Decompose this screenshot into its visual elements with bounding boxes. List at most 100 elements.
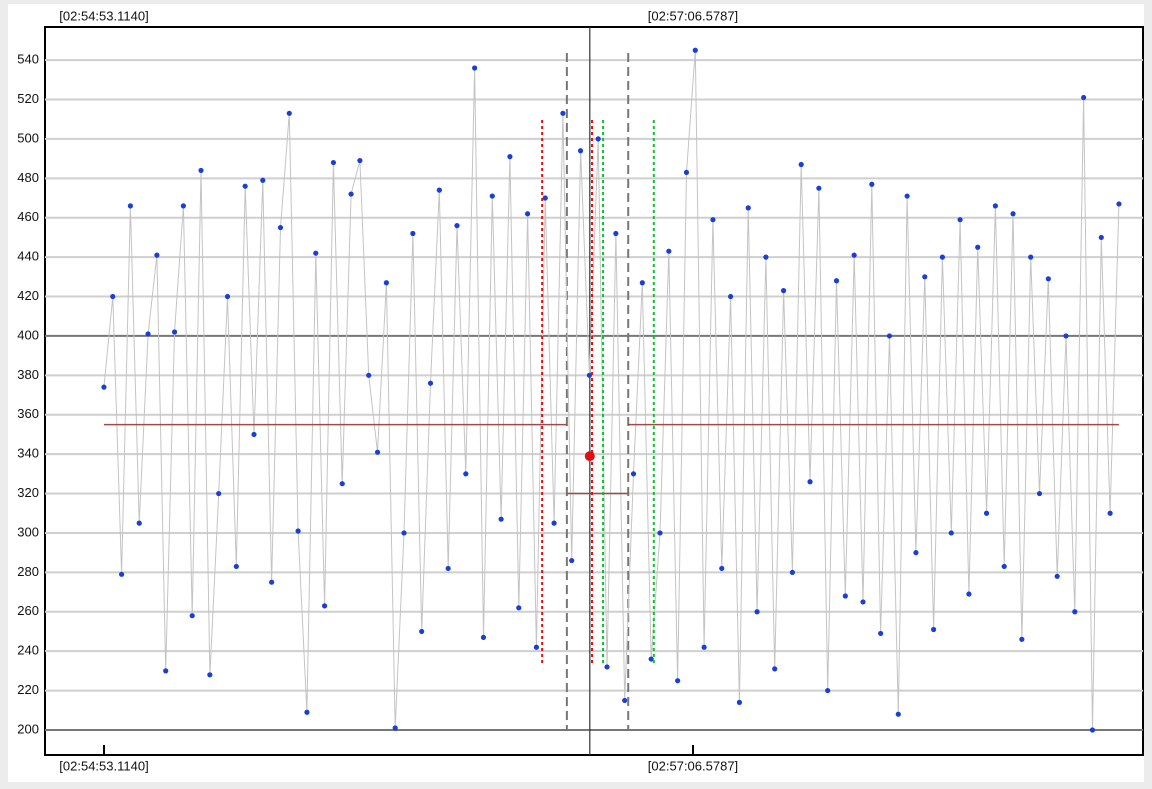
data-point: [163, 668, 169, 674]
data-point: [666, 248, 672, 254]
data-point: [507, 154, 513, 160]
data-point: [604, 664, 610, 670]
data-point: [754, 609, 760, 615]
data-point: [445, 565, 451, 572]
data-point: [260, 177, 266, 183]
data-point: [569, 557, 575, 564]
data-point: [807, 479, 813, 485]
data-point: [948, 530, 954, 536]
data-point: [171, 329, 178, 335]
data-point: [878, 630, 884, 637]
data-point: [551, 520, 557, 526]
data-point: [533, 644, 540, 650]
data-point: [1045, 276, 1051, 282]
y-tick-label: 240: [17, 643, 39, 658]
data-point: [480, 634, 487, 640]
y-tick-label: 280: [17, 564, 39, 579]
data-point: [895, 711, 901, 717]
data-point: [207, 672, 213, 678]
plot-area: [44, 26, 1144, 756]
data-point: [869, 181, 875, 187]
data-point: [357, 157, 363, 164]
data-point: [110, 293, 116, 300]
data-point: [1063, 333, 1069, 339]
data-point: [472, 65, 478, 71]
data-point: [692, 47, 698, 53]
data-point: [851, 252, 857, 258]
data-point: [401, 530, 407, 536]
data-point: [118, 571, 125, 577]
y-tick-label: 320: [17, 485, 39, 500]
x-tick-label-bottom: [02:54:53.1140]: [59, 758, 148, 773]
data-point: [419, 628, 425, 635]
data-point: [789, 569, 795, 575]
data-point: [904, 193, 910, 199]
data-point: [216, 490, 222, 497]
data-point: [648, 656, 654, 662]
data-point: [136, 520, 142, 526]
data-point: [321, 603, 328, 609]
data-point: [798, 161, 804, 168]
data-point: [1010, 211, 1016, 217]
y-tick-label: 520: [17, 91, 39, 106]
data-point: [339, 481, 345, 487]
data-point: [719, 565, 725, 572]
x-tick-label-bottom: [02:57:06.5787]: [648, 758, 738, 773]
data-point: [886, 333, 893, 339]
data-point: [233, 563, 239, 570]
data-point: [939, 254, 946, 260]
y-tick-label: 500: [17, 130, 39, 145]
y-tick-label: 400: [17, 327, 39, 342]
data-point: [657, 530, 663, 536]
data-point: [427, 380, 434, 386]
y-tick-label: 360: [17, 406, 39, 421]
data-point: [392, 725, 398, 731]
data-point: [772, 666, 778, 672]
data-point: [780, 288, 787, 294]
series-line: [103, 50, 1120, 731]
data-point: [489, 193, 495, 199]
data-point: [816, 185, 822, 191]
data-point: [295, 528, 301, 534]
data-point: [145, 331, 151, 337]
data-point: [366, 372, 372, 378]
data-point: [595, 136, 601, 142]
y-tick-label: 460: [17, 209, 39, 224]
data-point: [975, 244, 981, 250]
data-point: [154, 252, 160, 258]
y-tick-label: 420: [17, 288, 39, 303]
data-point: [127, 203, 134, 209]
data-point: [1072, 609, 1078, 615]
data-point: [727, 293, 734, 300]
data-point: [1001, 563, 1007, 570]
data-point: [542, 195, 548, 201]
y-tick-label: 300: [17, 524, 39, 539]
data-point: [1019, 636, 1025, 642]
data-point: [930, 626, 937, 633]
data-point: [198, 167, 204, 174]
data-point: [516, 605, 522, 611]
y-tick-label: 540: [17, 52, 39, 67]
data-point: [622, 697, 628, 704]
data-point: [348, 191, 354, 197]
data-point: [277, 224, 284, 231]
y-tick-label: 220: [17, 682, 39, 697]
data-point: [639, 280, 645, 286]
data-point: [966, 591, 972, 597]
data-point: [436, 187, 442, 193]
y-tick-label: 440: [17, 249, 39, 264]
data-point: [374, 449, 381, 455]
data-point: [224, 293, 231, 300]
y-tick-label: 260: [17, 603, 39, 618]
data-point: [745, 205, 751, 211]
data-point: [983, 510, 990, 516]
data-point: [330, 159, 337, 166]
x-tick-label-top: [02:54:53.1140]: [59, 8, 148, 23]
data-point: [1116, 201, 1122, 207]
data-point: [736, 699, 743, 705]
data-point: [524, 211, 531, 217]
data-point: [269, 579, 275, 585]
data-point: [825, 687, 831, 694]
